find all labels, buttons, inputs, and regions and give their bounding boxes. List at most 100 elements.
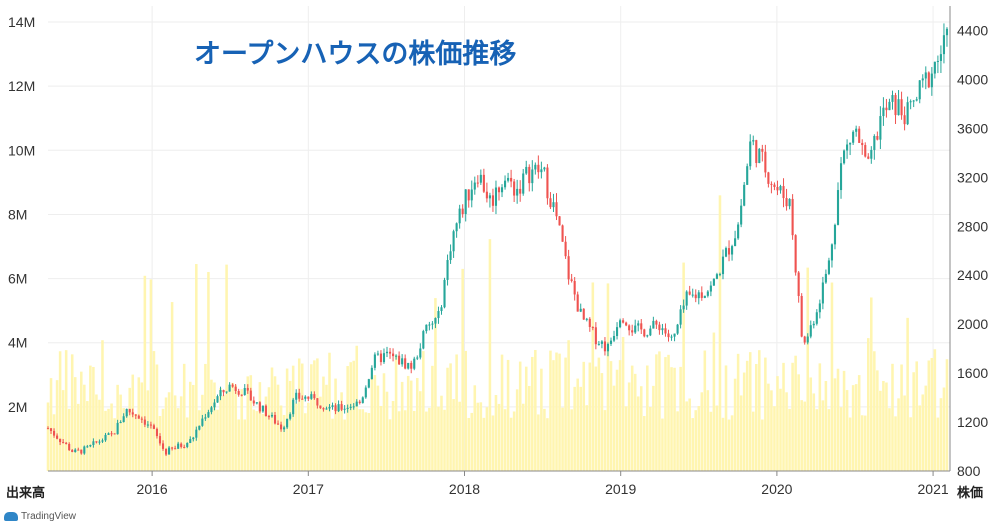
volume-bar <box>83 384 86 471</box>
volume-bar <box>294 403 298 471</box>
price-axis: 4400 4000 3600 3200 2800 2400 2000 1600 1200 800 <box>957 22 988 479</box>
volume-bar <box>367 413 371 471</box>
candle-body <box>788 198 791 207</box>
candle-body <box>591 326 594 328</box>
candle-body <box>567 256 570 280</box>
volume-bar <box>564 357 567 471</box>
candle-body <box>534 164 537 170</box>
volume-bar <box>836 368 840 471</box>
candle-body <box>746 166 749 185</box>
candle-body <box>494 187 498 206</box>
volume-bar <box>579 386 582 471</box>
candle-body <box>721 256 725 275</box>
volume-bar <box>325 384 328 471</box>
candle-body <box>915 99 918 101</box>
volume-bar <box>591 282 595 471</box>
candle-body <box>364 387 367 398</box>
volume-bar <box>55 380 59 471</box>
volume-bar <box>464 350 467 471</box>
volume-bar <box>933 349 937 471</box>
volume-bar <box>412 410 416 471</box>
volume-bar <box>727 419 731 471</box>
volume-bar <box>854 384 858 471</box>
volume-axis: 14M 12M 10M 8M 6M 4M 2M <box>8 14 35 415</box>
candle-body <box>691 294 694 296</box>
candle-body <box>295 392 298 400</box>
volume-bar <box>270 367 274 471</box>
candle-body <box>688 291 691 295</box>
candle-body <box>222 390 225 393</box>
volume-bar <box>422 351 425 471</box>
candle-body <box>891 95 894 102</box>
candle-body <box>773 184 776 187</box>
volume-bar <box>291 365 295 471</box>
candle-body <box>204 417 207 419</box>
volume-bar <box>721 417 725 471</box>
candle-body <box>449 251 452 261</box>
candle-body <box>724 248 728 257</box>
volume-bar <box>352 360 355 471</box>
time-tick-label: 2016 <box>137 481 168 497</box>
candle-body <box>155 428 159 437</box>
candle-body <box>836 190 840 225</box>
candle-body <box>210 407 213 413</box>
candle-body <box>74 449 77 452</box>
candle-body <box>273 414 277 424</box>
candle-body <box>379 353 383 363</box>
volume-bar <box>310 364 313 471</box>
volume-bar <box>509 417 513 471</box>
volume-bar <box>437 406 440 471</box>
candle-body <box>482 174 485 192</box>
candle-body <box>77 449 80 451</box>
volume-bar <box>134 413 138 471</box>
candle-body <box>576 294 579 312</box>
candle-body <box>507 177 510 181</box>
candle-body <box>382 353 386 363</box>
volume-bar <box>612 385 616 471</box>
volume-tick-label: 4M <box>8 335 27 351</box>
candle-body <box>322 408 325 410</box>
volume-bar <box>540 368 543 471</box>
volume-bar <box>733 378 737 471</box>
candle-body <box>879 116 882 140</box>
candle-body <box>161 443 165 449</box>
volume-bar <box>479 402 483 471</box>
volume-bar <box>879 390 882 471</box>
candle-body <box>385 351 389 354</box>
volume-bar <box>506 359 510 471</box>
volume-bar <box>431 365 434 471</box>
candle-body <box>758 148 761 163</box>
volume-bar <box>770 390 773 471</box>
volume-bar <box>89 365 92 471</box>
volume-bar <box>419 391 422 471</box>
candle-body <box>280 424 283 430</box>
volume-bar <box>555 352 558 471</box>
volume-bar <box>706 390 710 471</box>
volume-bar <box>724 365 728 471</box>
volume-bar <box>261 413 265 471</box>
price-tick-label: 3200 <box>957 169 988 185</box>
volume-bar <box>137 377 141 471</box>
candle-body <box>65 442 68 444</box>
candle-body <box>897 99 900 116</box>
candle-body <box>806 336 809 343</box>
volume-bar <box>537 414 540 471</box>
candle-body <box>122 416 125 423</box>
candle-body <box>219 390 222 397</box>
candle-body <box>855 128 858 132</box>
volume-bar <box>552 360 555 471</box>
candle-body <box>582 308 585 320</box>
volume-bar <box>588 362 592 471</box>
candle-body <box>107 433 110 435</box>
candle-body <box>734 238 737 247</box>
volume-bar <box>228 387 231 471</box>
candle-body <box>821 282 824 304</box>
volume-bar <box>403 410 407 471</box>
volume-bar <box>549 350 552 471</box>
candle-body <box>664 328 667 334</box>
candle-body <box>146 424 149 426</box>
candle-body <box>658 324 661 331</box>
candle-body <box>395 355 398 357</box>
volume-bar <box>361 409 365 471</box>
candle-body <box>864 145 867 157</box>
